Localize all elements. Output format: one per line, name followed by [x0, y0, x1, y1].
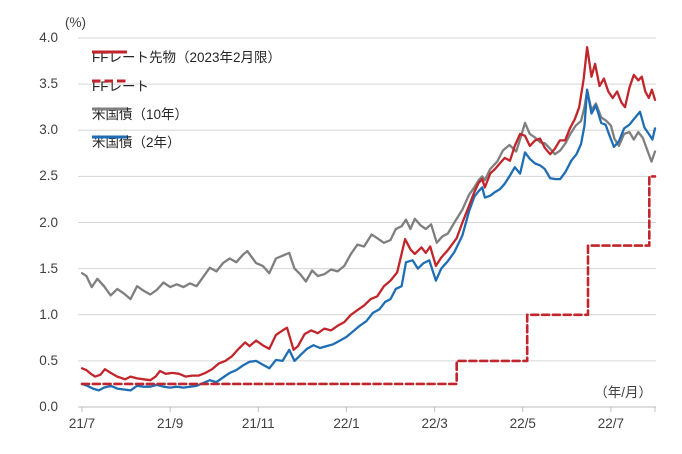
legend-label: 米国債（2年） [92, 135, 181, 150]
x-tick-label: 21/7 [68, 416, 96, 431]
legend-label: 米国債（10年） [92, 107, 189, 122]
y-tick-label: 1.5 [39, 260, 58, 276]
series-line-ust2y [80, 88, 657, 392]
x-axis-unit-label: （年/月） [594, 385, 652, 400]
y-tick-label: 2.5 [39, 168, 58, 184]
series-line-ff-rate [80, 175, 657, 386]
legend-swatch-ff-futures [92, 50, 127, 54]
y-tick-label: 0.0 [39, 399, 58, 414]
y-tick-label: 0.5 [39, 352, 58, 368]
series-line-ust10y [80, 89, 657, 301]
y-axis-unit-label: (%) [65, 15, 86, 30]
legend-swatch-ust10y [92, 107, 127, 111]
y-tick-label: 3.5 [39, 76, 58, 92]
y-tick-label: 3.0 [39, 122, 58, 138]
legend-swatch-ust2y [92, 135, 127, 139]
legend-swatch-ff-rate [92, 79, 127, 82]
y-tick-label: 4.0 [39, 30, 58, 45]
x-tick-label: 22/3 [421, 416, 448, 431]
legend-item-ff-futures: FFレート先物（2023年2月限） [92, 49, 281, 67]
x-tick-label: 21/11 [241, 416, 275, 431]
legend-item-ff-rate: FFレート [92, 78, 149, 96]
legend-item-ust10y: 米国債（10年） [92, 106, 188, 124]
x-tick-label: 22/7 [597, 416, 625, 431]
y-tick-label: 2.0 [39, 214, 58, 230]
x-tick-label: 21/9 [157, 416, 184, 431]
x-tick-label: 22/1 [333, 416, 360, 431]
legend-label: FFレート先物（2023年2月限） [92, 50, 282, 65]
x-tick-label: 22/5 [509, 416, 536, 431]
legend-item-ust2y: 米国債（2年） [92, 134, 181, 152]
y-tick-label: 1.0 [39, 306, 58, 322]
series-line-ff-futures [80, 46, 657, 382]
legend-label: FFレート [92, 78, 149, 94]
